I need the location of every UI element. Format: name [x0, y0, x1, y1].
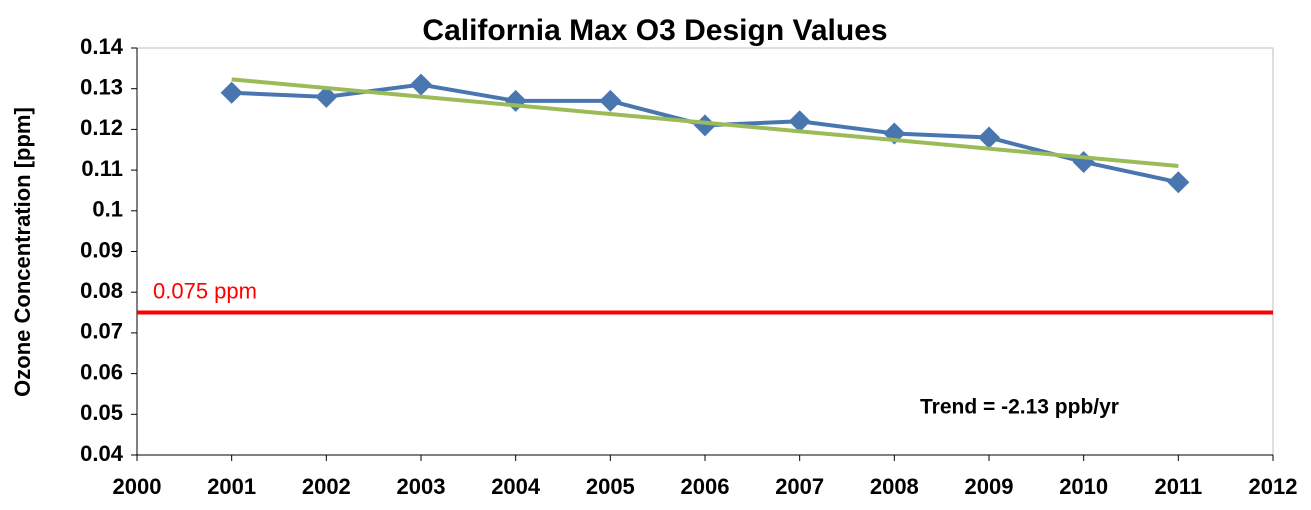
data-point — [220, 81, 243, 104]
y-tick-label: 0.14 — [80, 34, 124, 59]
y-tick-label: 0.11 — [81, 156, 123, 181]
data-point — [1072, 150, 1095, 173]
chart-title: California Max O3 Design Values — [422, 14, 887, 47]
x-tick-label: 2004 — [491, 474, 541, 499]
reference-label: 0.075 ppm — [153, 278, 257, 303]
x-tick-label: 2001 — [207, 474, 256, 499]
annotation: Trend = -2.13 ppb/yr — [920, 396, 1119, 419]
data-point — [978, 126, 1000, 149]
y-tick-label: 0.04 — [80, 441, 124, 466]
x-tick-label: 2011 — [1154, 474, 1202, 499]
y-tick-label: 0.1 — [92, 197, 123, 222]
data-point — [694, 114, 716, 137]
x-tick-label: 2008 — [870, 474, 919, 499]
y-tick-label: 0.07 — [80, 319, 123, 344]
data-point — [1167, 171, 1190, 194]
y-tick-label: 0.13 — [80, 75, 123, 100]
y-tick-label: 0.06 — [80, 359, 123, 384]
x-tick-label: 2006 — [681, 474, 730, 499]
plot-area — [136, 47, 1274, 456]
x-tick-label: 2007 — [775, 474, 824, 499]
y-tick-label: 0.05 — [80, 400, 123, 425]
x-tick-label: 2005 — [586, 474, 635, 499]
y-tick-label: 0.08 — [80, 278, 123, 303]
x-tick-label: 2012 — [1249, 474, 1298, 499]
data-point — [504, 89, 527, 112]
data-point — [788, 110, 811, 133]
y-tick-label: 0.09 — [80, 237, 123, 262]
data-point — [599, 89, 622, 112]
x-tick-label: 2003 — [397, 474, 446, 499]
y-tick-label: 0.12 — [80, 115, 123, 140]
x-tick-label: 2000 — [113, 474, 162, 499]
data-point — [315, 85, 338, 108]
trend-line — [231, 77, 1179, 169]
data-point — [410, 73, 432, 96]
x-tick-label: 2009 — [965, 474, 1014, 499]
x-tick-label: 2010 — [1059, 474, 1108, 499]
y-axis-label: Ozone Concentration [ppm] — [10, 107, 35, 397]
x-tick-label: 2002 — [302, 474, 351, 499]
